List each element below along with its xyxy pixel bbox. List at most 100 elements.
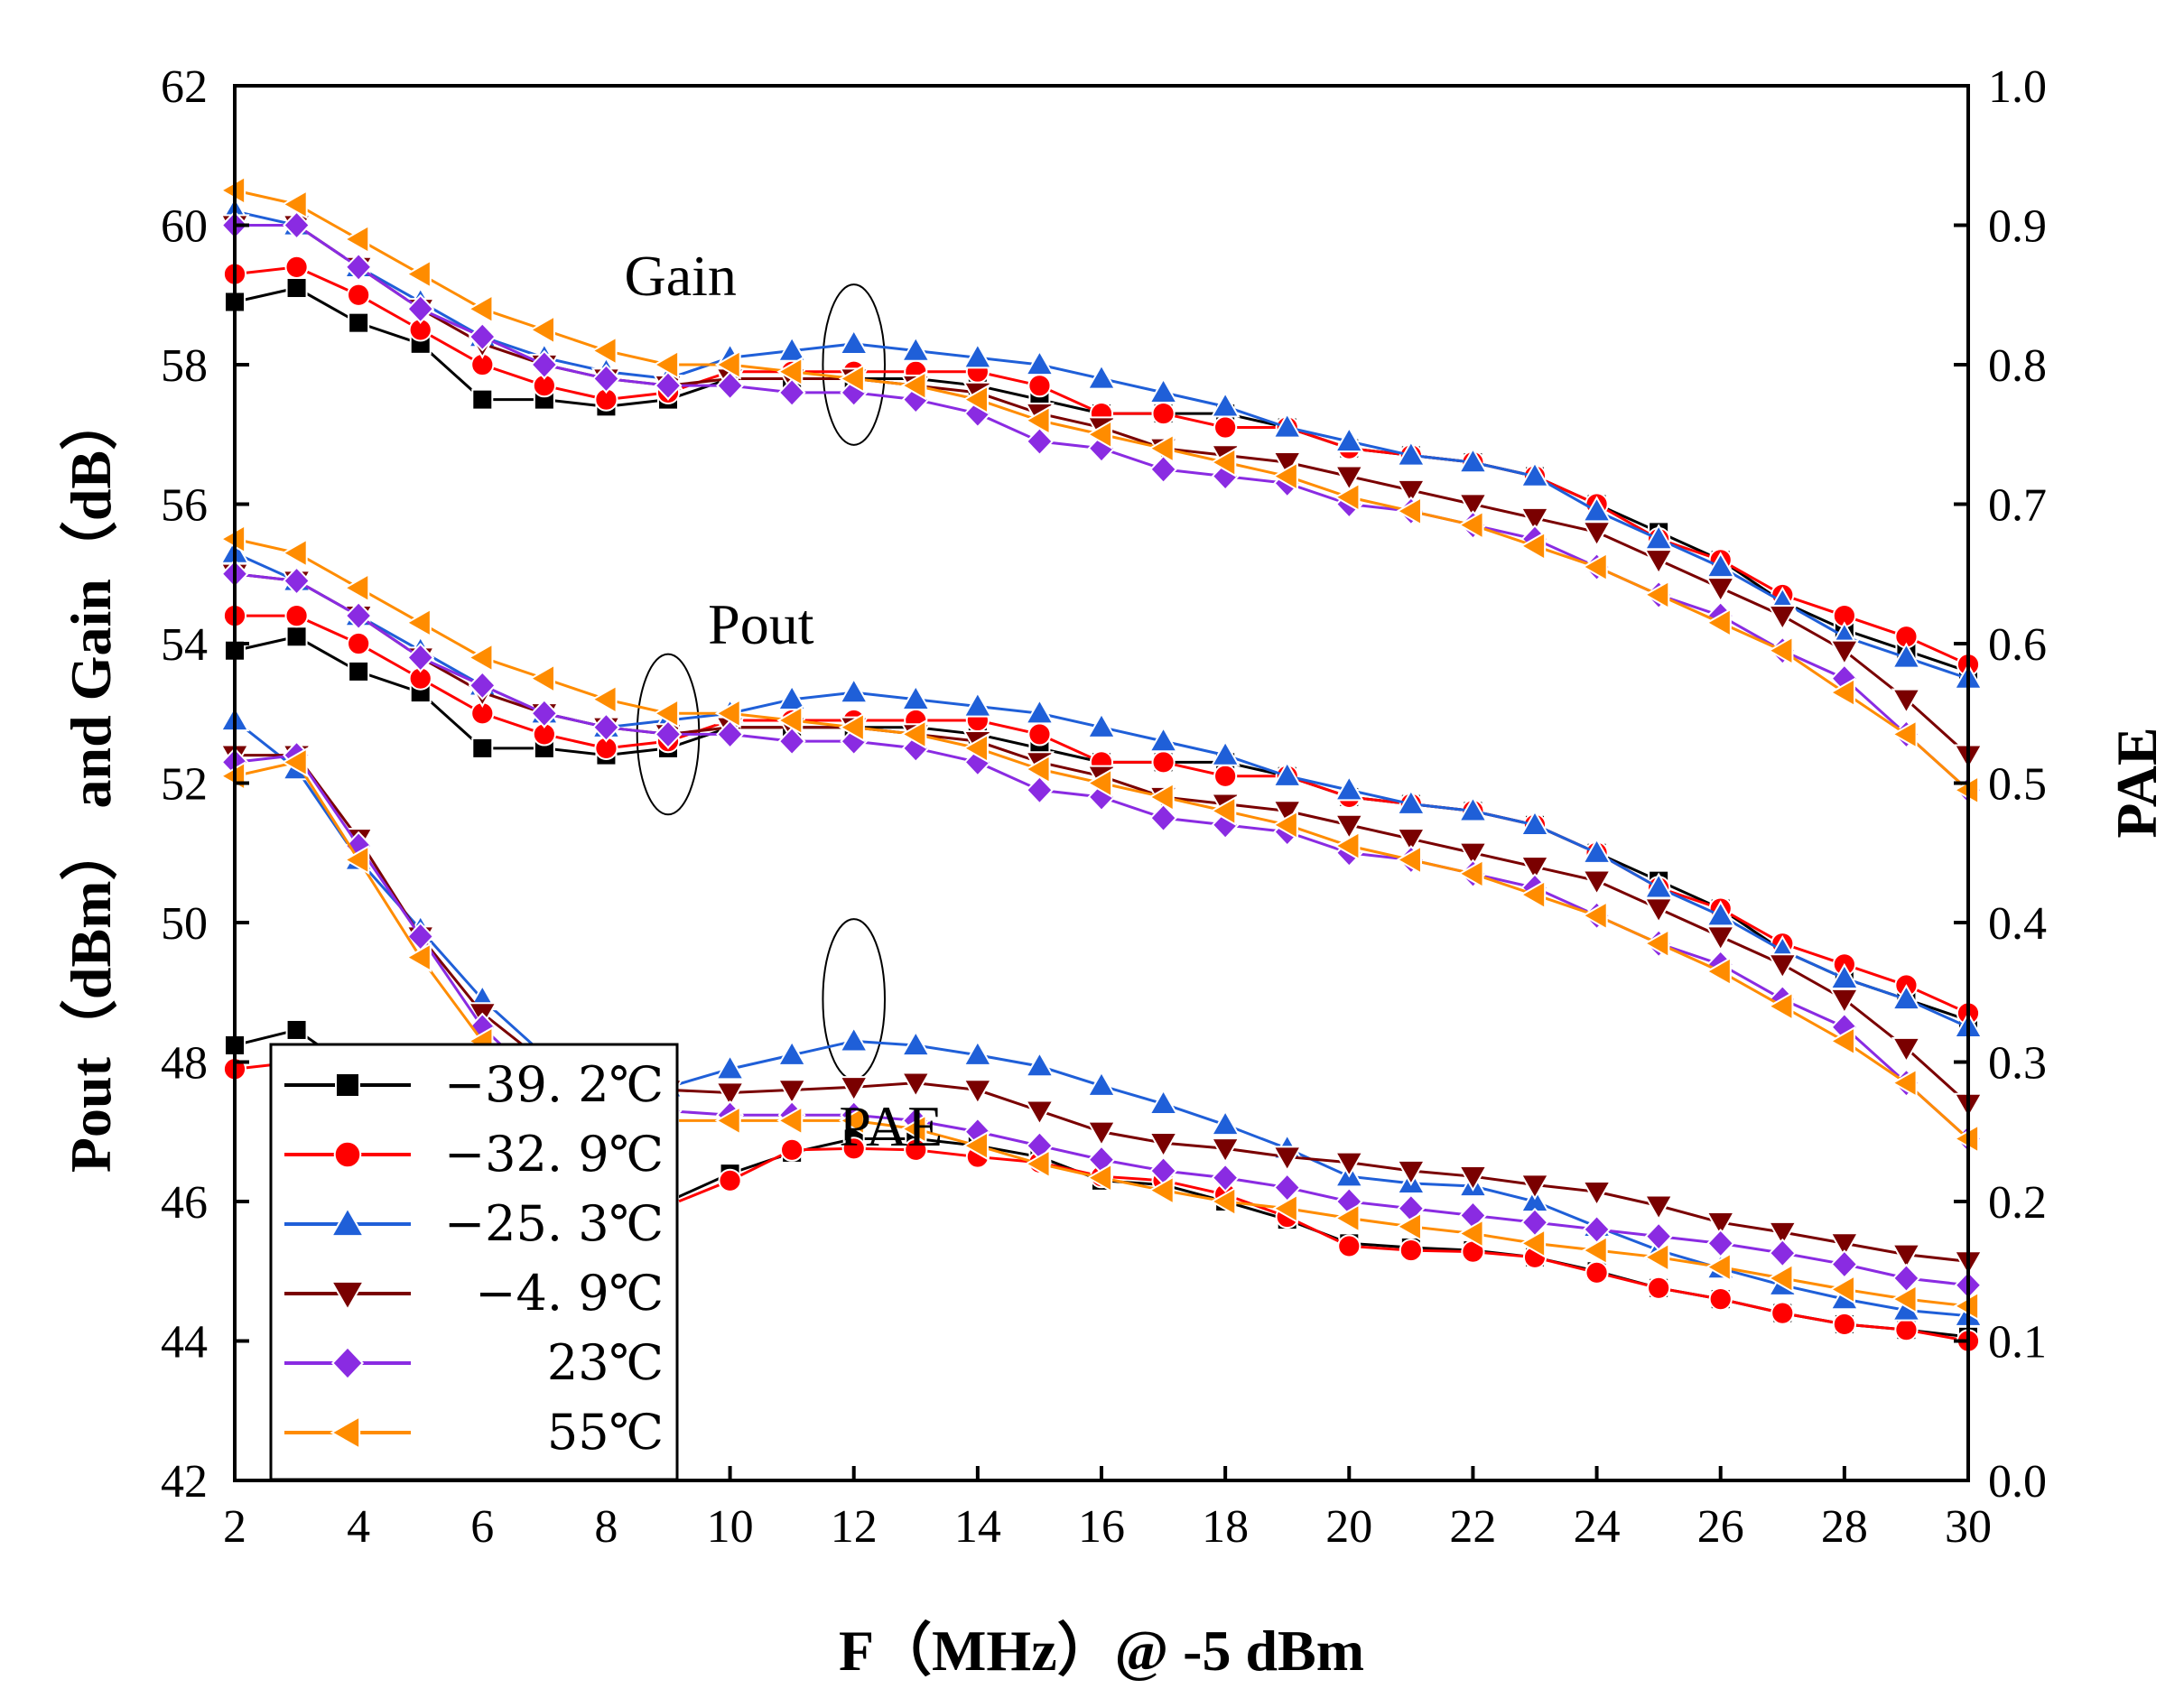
x-tick-label: 26 (1697, 1501, 1744, 1553)
pout-point (962, 691, 993, 718)
gain-point (281, 189, 308, 219)
x-tick-label: 8 (594, 1501, 618, 1553)
x-tick-label: 4 (347, 1501, 370, 1553)
pout-point (1891, 1068, 1918, 1099)
pout-point (406, 643, 435, 673)
pout-point (1643, 928, 1670, 959)
pout-point (467, 642, 494, 673)
pae-point (900, 1114, 927, 1145)
y-tick-label: 62 (161, 61, 208, 113)
pae-point (1581, 1235, 1608, 1266)
gain-point (776, 357, 804, 387)
x-tick-label: 14 (954, 1501, 1001, 1553)
gain-point (347, 283, 371, 307)
gain-point (1334, 482, 1361, 513)
pae-point (1705, 1252, 1732, 1283)
gain-point (1271, 461, 1298, 492)
gain-point (716, 370, 745, 401)
pae-point (1210, 1137, 1241, 1164)
gain-point (1643, 580, 1670, 610)
pae-point (1581, 1181, 1612, 1208)
pae-point (1767, 1220, 1798, 1248)
pae-point (962, 1130, 989, 1161)
pout-point (284, 604, 309, 628)
x-tick-label: 10 (707, 1501, 754, 1553)
pout-point (1767, 953, 1798, 980)
gain-point (471, 388, 494, 411)
pae-point (1457, 1165, 1489, 1192)
gain-point (1457, 510, 1484, 541)
pout-point (591, 712, 620, 743)
pae-point (1271, 1193, 1298, 1224)
pae-point (281, 747, 308, 777)
gain-point (1520, 506, 1550, 534)
pout-point (653, 698, 680, 728)
pout-point (285, 626, 308, 648)
pae-point (404, 942, 432, 973)
pae-point (1148, 1131, 1179, 1158)
legend-item: −39. 2℃ (284, 1056, 664, 1113)
pae-point (900, 1030, 931, 1057)
pout-point (1705, 925, 1736, 952)
pae-point (1395, 1211, 1422, 1242)
pout-point (1457, 858, 1484, 889)
pae-point (780, 1137, 804, 1162)
pae-point (1894, 1318, 1919, 1342)
pae-point (714, 1105, 741, 1136)
legend-entries: −39. 2℃ −32. 9℃ −25. 3℃ −4. 9℃ 23℃ 55℃ (284, 1056, 664, 1461)
pout-point (1643, 897, 1674, 924)
x-tick-label: 30 (1945, 1501, 1992, 1553)
pae-point (1024, 1148, 1051, 1179)
pout-point (839, 677, 869, 704)
y2-tick-label: 1.0 (1988, 61, 2047, 113)
x-tick-label: 2 (223, 1501, 246, 1553)
gain-point (530, 349, 559, 380)
pae-point (1643, 1242, 1670, 1273)
pae-point (1585, 1260, 1609, 1285)
pae-point (1457, 1218, 1484, 1249)
pae-point (1708, 1287, 1733, 1312)
pout-point (776, 705, 804, 736)
gain-point (1024, 349, 1055, 376)
gain-point (1581, 521, 1612, 548)
pout-point (1025, 775, 1054, 805)
pout-point (1086, 767, 1113, 799)
pout-point (900, 683, 931, 710)
pae-point (1832, 1312, 1856, 1337)
gain-point (528, 314, 555, 345)
pout-point (1829, 988, 1860, 1015)
pae-point (1647, 1276, 1671, 1300)
pae-point (1086, 1120, 1117, 1147)
gain-point (1705, 608, 1732, 638)
gain-point (1396, 440, 1427, 467)
pout-point (1024, 754, 1051, 784)
gain-point (283, 210, 311, 240)
y2-tick-label: 0.0 (1988, 1456, 2047, 1508)
legend-marker (330, 1206, 366, 1238)
gain-point (1829, 639, 1860, 666)
gain-point (714, 349, 741, 380)
x-tick-label: 24 (1574, 1501, 1621, 1553)
legend-item: 23℃ (284, 1334, 664, 1391)
y-tick-label: 50 (161, 898, 208, 950)
ellipse-layer (636, 283, 887, 1081)
legend-label: −32. 9℃ (444, 1126, 664, 1183)
pae-point (839, 1076, 869, 1103)
gain-point (468, 321, 497, 352)
legend-marker (330, 1280, 366, 1312)
legend: −39. 2℃ −32. 9℃ −25. 3℃ −4. 9℃ 23℃ 55℃ (269, 1043, 679, 1481)
gain-point (1581, 552, 1608, 582)
pae-point (841, 1137, 866, 1161)
pae-point (776, 1105, 804, 1136)
gain-point (900, 370, 927, 401)
gain-point (1086, 363, 1117, 390)
pae-point (1210, 1109, 1241, 1137)
pout-point (1520, 809, 1550, 836)
pout-point (776, 683, 807, 710)
gain-point (1395, 496, 1422, 526)
y2-tick-label: 0.4 (1988, 898, 2047, 950)
pae-point (962, 1079, 993, 1106)
pout-point (1334, 775, 1364, 802)
pae-point (838, 1105, 865, 1136)
gain-point (1025, 426, 1054, 457)
